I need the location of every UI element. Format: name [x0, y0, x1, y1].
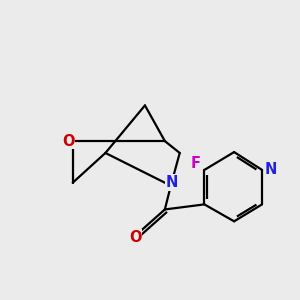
- Text: F: F: [190, 157, 200, 172]
- Text: O: O: [62, 134, 74, 148]
- Text: N: N: [265, 162, 277, 177]
- Text: N: N: [166, 175, 178, 190]
- Text: O: O: [129, 230, 141, 245]
